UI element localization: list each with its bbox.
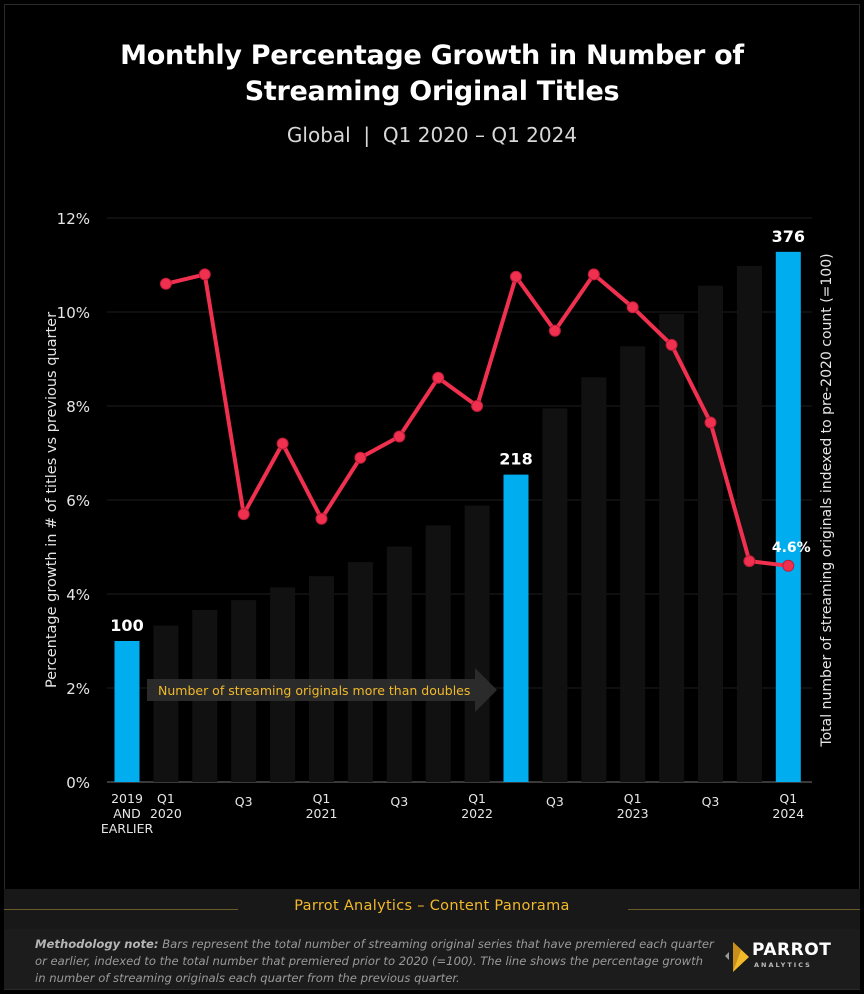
y-tick-label: 4% bbox=[66, 586, 90, 604]
bar bbox=[659, 313, 685, 782]
parrot-analytics-logo: PARROT ANALYTICS bbox=[722, 940, 842, 976]
bar-value-label: 376 bbox=[772, 227, 805, 246]
bar bbox=[620, 346, 646, 782]
y-tick-label: 2% bbox=[66, 680, 90, 698]
footer-divider-right bbox=[628, 909, 860, 910]
y-tick-label: 6% bbox=[66, 492, 90, 510]
footer-divider-left bbox=[4, 909, 238, 910]
bar bbox=[736, 265, 762, 782]
bar bbox=[425, 525, 451, 782]
x-tick-label: 2023 bbox=[617, 806, 649, 821]
line-point bbox=[510, 270, 522, 283]
x-tick-label: 2019 bbox=[111, 791, 143, 806]
line-point bbox=[665, 338, 678, 351]
line-point bbox=[432, 371, 445, 384]
annotation-text: Number of streaming originals more than … bbox=[158, 683, 470, 698]
title-line-1: Monthly Percentage Growth in Number of bbox=[120, 40, 744, 71]
line-point bbox=[393, 430, 406, 443]
line-point bbox=[315, 512, 328, 525]
logo-wordmark: PARROT bbox=[752, 940, 832, 960]
line-point bbox=[159, 277, 172, 290]
bar bbox=[153, 625, 179, 782]
x-tick-label: 2021 bbox=[306, 806, 338, 821]
highlight-bar bbox=[775, 251, 801, 783]
line-point bbox=[548, 324, 561, 337]
highlight-bar bbox=[503, 474, 529, 782]
x-tick-label: Q3 bbox=[546, 794, 564, 809]
note-label: Methodology note: bbox=[35, 937, 159, 951]
bar-value-label: 100 bbox=[110, 616, 143, 635]
x-tick-label: Q1 bbox=[468, 791, 486, 806]
highlight-bar bbox=[114, 641, 140, 782]
x-tick-label: Q1 bbox=[157, 791, 175, 806]
line-point bbox=[626, 301, 639, 314]
bar bbox=[464, 505, 490, 782]
x-tick-label: Q3 bbox=[390, 794, 408, 809]
x-tick-label: EARLIER bbox=[101, 821, 154, 836]
footer-source: Parrot Analytics – Content Panorama bbox=[294, 898, 570, 914]
x-tick-label: AND bbox=[113, 806, 141, 821]
chart-subtitle: Global | Q1 2020 – Q1 2024 bbox=[286, 123, 578, 147]
line-point bbox=[587, 268, 600, 281]
combo-chart: 0% 2% 4% 6% 8% 10% 12% 100 218 376 Number of strea… bbox=[44, 210, 835, 836]
x-tick-label: Q1 bbox=[779, 791, 797, 806]
title-line-2: Streaming Original Titles bbox=[244, 76, 620, 107]
x-tick-label: Q3 bbox=[702, 794, 720, 809]
bar bbox=[698, 285, 723, 782]
bar-value-label: 218 bbox=[499, 450, 532, 469]
line-point bbox=[354, 451, 367, 464]
y-tick-label: 0% bbox=[66, 774, 90, 792]
x-tick-label: Q1 bbox=[313, 791, 331, 806]
y-tick-label: 10% bbox=[57, 304, 90, 322]
note-text: Bars represent the total number of strea… bbox=[35, 937, 714, 985]
annotation-arrow bbox=[147, 668, 497, 712]
y-tick-label: 8% bbox=[66, 398, 90, 416]
line-point bbox=[782, 559, 795, 572]
line-point bbox=[704, 416, 717, 429]
bar bbox=[386, 546, 412, 782]
y-tick-label: 12% bbox=[57, 210, 90, 228]
line-point bbox=[237, 508, 250, 521]
line-point bbox=[276, 437, 289, 450]
x-tick-label: Q3 bbox=[235, 794, 253, 809]
bar bbox=[542, 408, 568, 782]
parrot-logo-icon bbox=[725, 942, 749, 972]
x-tick-label: 2024 bbox=[772, 806, 804, 821]
x-tick-label: Q1 bbox=[624, 791, 642, 806]
y2-axis-title: Total number of streaming originals inde… bbox=[819, 253, 835, 747]
methodology-note: Methodology note: Bars represent the tot… bbox=[35, 936, 715, 987]
y-axis-title: Percentage growth in # of titles vs prev… bbox=[44, 312, 60, 688]
bar bbox=[347, 562, 373, 782]
x-tick-label: 2020 bbox=[150, 806, 182, 821]
x-tick-label: 2022 bbox=[461, 806, 493, 821]
bar bbox=[581, 377, 607, 782]
logo-subtext: ANALYTICS bbox=[754, 961, 812, 969]
line-point bbox=[743, 555, 756, 568]
line-point bbox=[198, 268, 211, 281]
chart-title: Monthly Percentage Growth in Number of S… bbox=[0, 38, 864, 110]
line-end-label: 4.6% bbox=[772, 540, 811, 556]
line-point bbox=[471, 400, 484, 412]
